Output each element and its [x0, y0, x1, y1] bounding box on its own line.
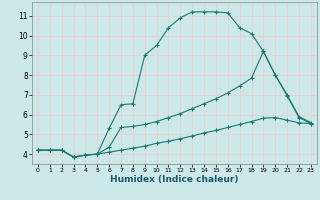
- X-axis label: Humidex (Indice chaleur): Humidex (Indice chaleur): [110, 175, 239, 184]
